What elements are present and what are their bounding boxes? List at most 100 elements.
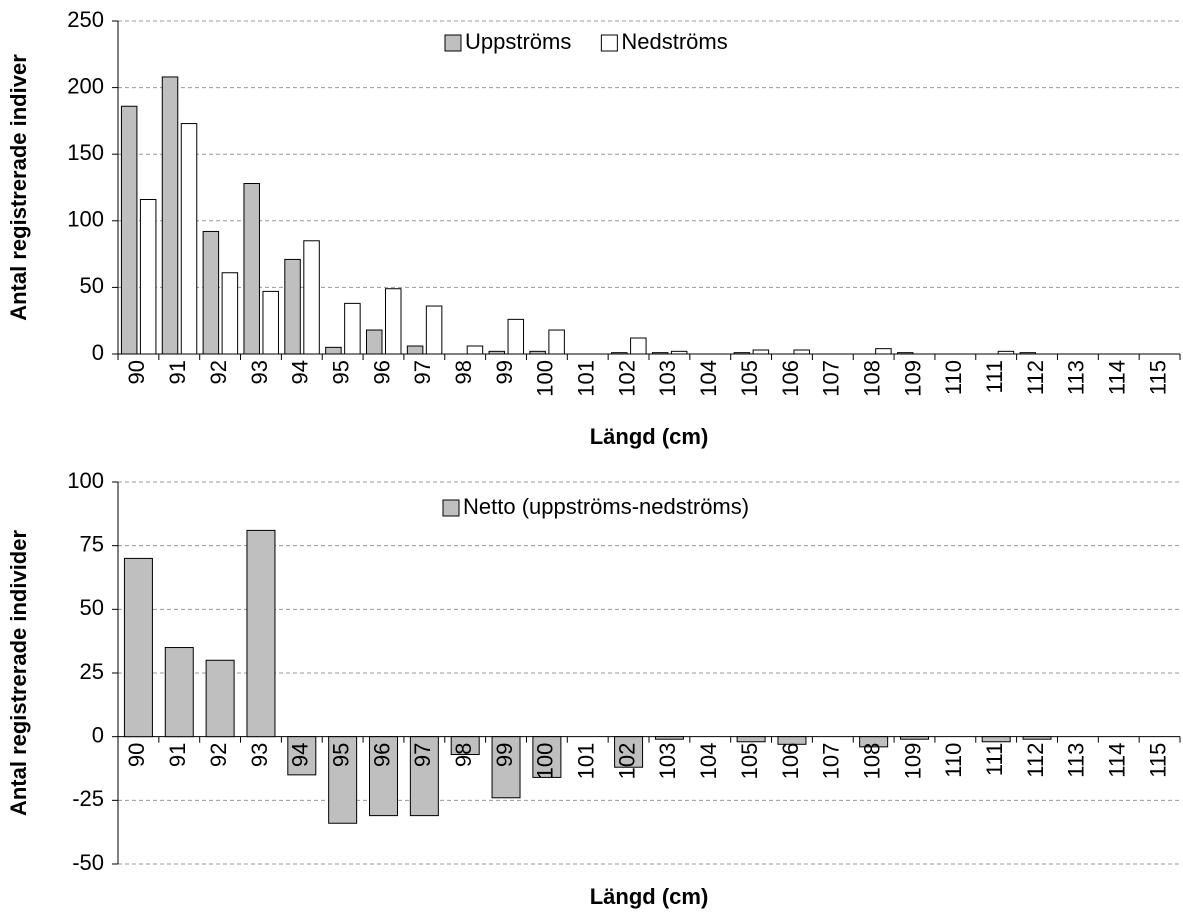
x-tick-label: 105 [737,360,762,397]
bar [897,352,914,355]
bar [859,736,889,748]
y-tick-label: 200 [67,73,104,98]
x-tick-label: 114 [1105,360,1130,395]
x-tick-label: 108 [859,743,884,780]
x-tick-label: 106 [778,743,803,780]
legend-swatch [600,34,618,52]
bar [450,736,480,755]
x-tick-label: 104 [696,743,721,780]
x-tick-label: 93 [247,360,272,384]
x-tick-label: 98 [451,360,476,384]
bar [287,736,317,776]
legend-label: Uppströms [465,29,571,54]
bar [246,529,276,738]
bar [793,349,810,355]
bar [651,352,669,355]
x-tick-label: 98 [451,743,476,767]
x-tick-label: 92 [206,360,231,384]
bar [369,736,398,817]
x-tick-label: 111 [982,743,1007,776]
x-tick-label: 109 [900,743,925,780]
bar [325,346,342,355]
y-tick-label: 100 [67,207,104,232]
bar [507,318,525,355]
x-tick-label: 114 [1105,743,1130,778]
bar [752,349,770,355]
bar [630,337,647,355]
y-tick-label: 250 [67,7,104,32]
legend-label: Nedströms [621,29,727,54]
x-tick-label: 112 [1023,743,1048,778]
bar [1019,352,1037,355]
x-tick-label: 90 [124,743,149,767]
x-tick-label: 100 [533,743,558,780]
x-tick-label: 97 [410,743,435,767]
bar [406,345,424,355]
y-axis-title: Antal registrerade indiver [6,54,31,321]
x-tick-label: 107 [819,360,844,397]
y-tick-label: 25 [80,659,104,684]
x-tick-label: 91 [165,360,190,384]
bar [777,736,807,745]
x-tick-label: 102 [614,743,639,780]
legend-swatch [442,499,460,517]
x-tick-label: 93 [247,743,272,767]
bar [532,736,562,778]
x-tick-label: 110 [941,743,966,778]
x-tick-label: 104 [696,360,721,397]
x-tick-label: 90 [124,360,149,384]
x-tick-label: 94 [288,743,313,767]
x-tick-label: 96 [369,743,394,767]
y-tick-label: 100 [67,468,104,493]
bar [488,350,506,355]
bar [328,736,358,824]
bar [548,329,565,355]
bar [303,240,320,355]
bar [614,736,644,768]
x-tick-label: 96 [369,360,394,384]
y-tick-label: 50 [80,273,104,298]
bar [221,272,239,355]
y-tick-label: 0 [92,340,104,365]
x-tick-label: 115 [1145,743,1170,778]
x-tick-label: 112 [1023,360,1048,395]
x-tick-label: 110 [941,360,966,395]
y-tick-label: -50 [72,850,104,875]
x-tick-label: 91 [165,743,190,767]
bar [611,352,628,355]
x-tick-label: 99 [492,360,517,384]
bar [1022,736,1052,740]
x-axis-title: Längd (cm) [590,424,709,449]
y-tick-label: 150 [67,140,104,165]
x-tick-label: 94 [288,360,313,384]
bar [344,302,361,355]
bar [981,736,1011,743]
bar [466,345,484,355]
bar [736,736,766,743]
x-tick-label: 108 [859,360,884,397]
bar [205,659,235,738]
x-tick-label: 111 [982,360,1007,393]
bar [875,348,892,355]
y-tick-label: 75 [80,531,104,556]
x-tick-label: 97 [410,360,435,384]
bar [284,258,301,355]
y-tick-label: -25 [72,786,104,811]
y-tick-label: 0 [92,722,104,747]
x-tick-label: 95 [328,743,353,767]
bar [997,350,1015,355]
bar [243,183,260,355]
x-tick-label: 115 [1145,360,1170,395]
bar [164,647,194,738]
bar [385,288,402,355]
bar [161,76,179,355]
bar [262,290,279,355]
bar [900,736,929,740]
x-tick-label: 101 [574,743,599,780]
legend-swatch [444,34,462,52]
x-axis-title: Längd (cm) [590,884,709,909]
bar [123,557,153,738]
x-tick-label: 107 [819,743,844,780]
legend-label: Netto (uppströms-nedströms) [463,494,749,519]
x-tick-label: 106 [778,360,803,397]
